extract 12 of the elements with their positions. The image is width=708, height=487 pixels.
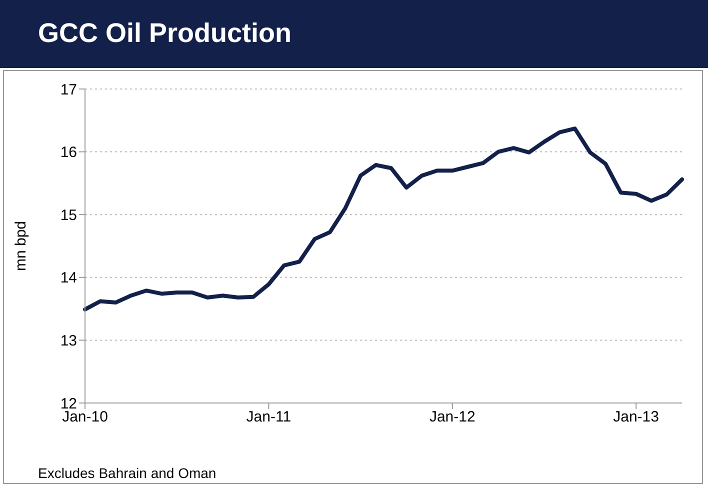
x-tick-label: Jan-13: [613, 408, 660, 426]
y-tick-label: 13: [60, 332, 77, 350]
y-tick-label: 17: [60, 81, 77, 98]
y-tick-label: 15: [60, 206, 77, 224]
x-tick-label: Jan-11: [246, 408, 292, 426]
line-series: [83, 126, 684, 312]
y-axis-title: mn bpd: [12, 220, 30, 272]
y-tick-label: 16: [60, 144, 77, 162]
chart-title: GCC Oil Production: [38, 18, 292, 49]
y-tick-label: 14: [60, 270, 77, 287]
x-tick-label: Jan-12: [429, 408, 476, 426]
text: Excludes Bahrain and Oman: [38, 465, 216, 481]
